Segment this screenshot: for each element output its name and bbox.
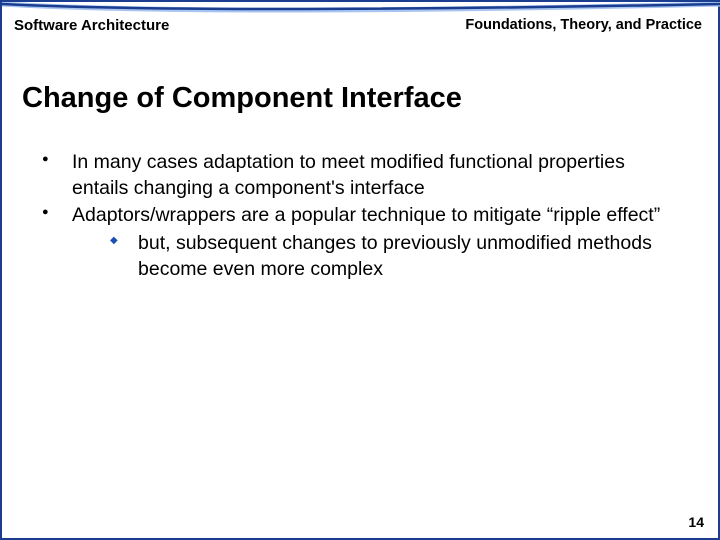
header-underline-arc bbox=[2, 2, 720, 20]
slide-content: In many cases adaptation to meet modifie… bbox=[38, 150, 682, 285]
bullet-item: In many cases adaptation to meet modifie… bbox=[38, 150, 682, 201]
slide-container: Software Architecture Foundations, Theor… bbox=[0, 0, 720, 540]
slide-title: Change of Component Interface bbox=[22, 82, 462, 115]
bullet-text: In many cases adaptation to meet modifie… bbox=[72, 151, 625, 199]
bullet-text: Adaptors/wrappers are a popular techniqu… bbox=[72, 204, 660, 226]
sub-bullet-item: but, subsequent changes to previously un… bbox=[72, 231, 682, 282]
sub-bullet-text: but, subsequent changes to previously un… bbox=[138, 232, 652, 280]
bullet-item: Adaptors/wrappers are a popular techniqu… bbox=[38, 203, 682, 282]
page-number: 14 bbox=[688, 514, 704, 530]
